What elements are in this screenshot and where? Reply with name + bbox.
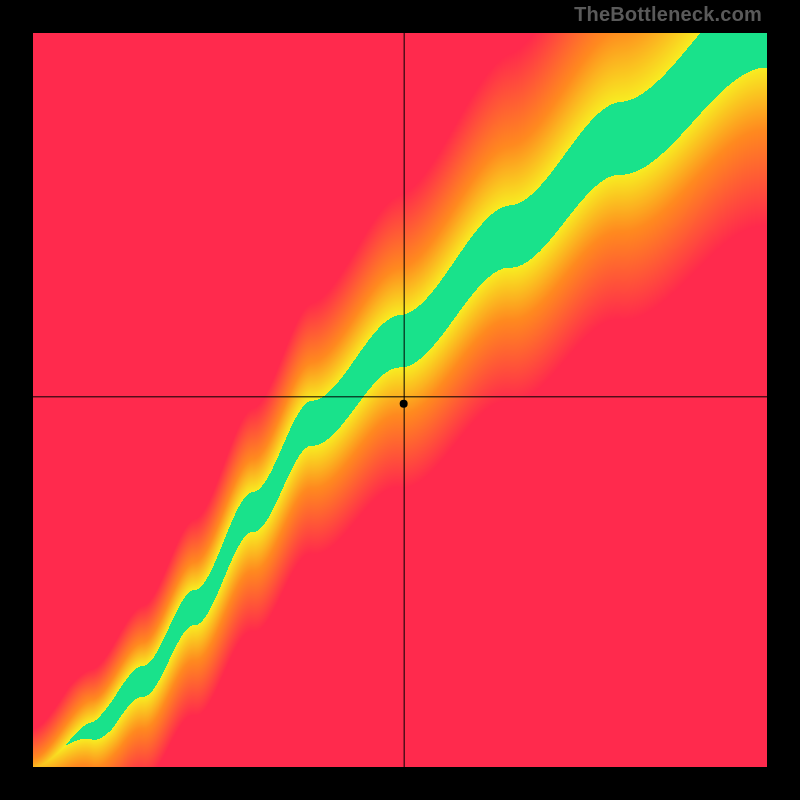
watermark-text: TheBottleneck.com bbox=[574, 4, 762, 27]
chart-container: TheBottleneck.com bbox=[0, 0, 800, 800]
bottleneck-heatmap bbox=[33, 33, 767, 767]
